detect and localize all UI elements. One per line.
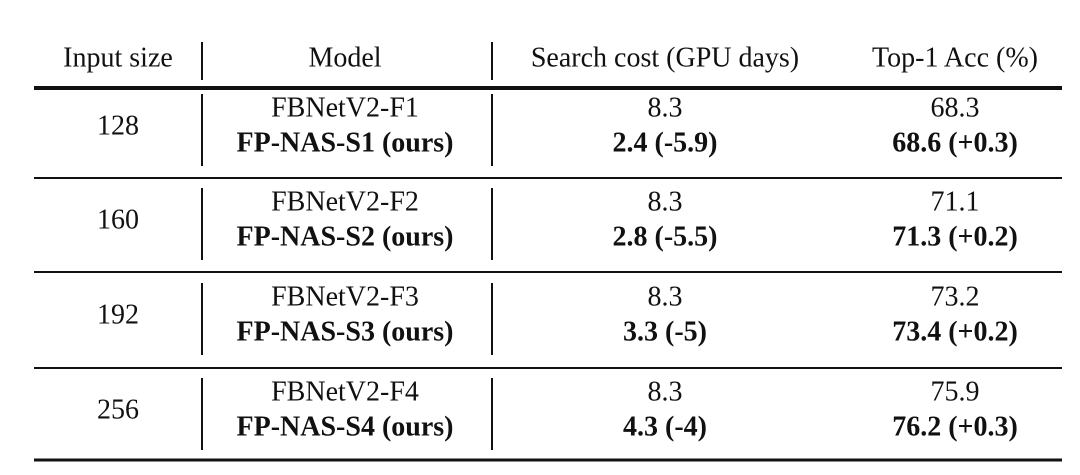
input-size: 160: [97, 204, 139, 235]
top1-acc: 71.3 (+0.2): [892, 221, 1018, 252]
model-name: FBNetV2-F3: [271, 281, 419, 312]
top1-acc: 73.4 (+0.2): [892, 316, 1018, 347]
search-cost: 8.3: [648, 186, 683, 217]
top1-acc: 71.1: [931, 186, 980, 217]
input-size: 192: [97, 299, 139, 330]
model-name: FBNetV2-F2: [271, 186, 419, 217]
header-cell: Search cost (GPU days): [531, 42, 799, 73]
model-name: FP-NAS-S3 (ours): [237, 316, 454, 347]
header-cell: Input size: [63, 42, 173, 73]
input-size: 128: [97, 110, 139, 141]
header-cell: Model: [308, 42, 381, 73]
model-name: FP-NAS-S2 (ours): [237, 221, 454, 252]
search-cost: 2.8 (-5.5): [613, 221, 718, 252]
model-name: FP-NAS-S4 (ours): [237, 411, 454, 442]
top1-acc: 68.3: [931, 92, 980, 123]
search-cost: 8.3: [648, 281, 683, 312]
search-cost: 8.3: [648, 376, 683, 407]
top1-acc: 68.6 (+0.3): [892, 127, 1018, 158]
top1-acc: 75.9: [931, 376, 980, 407]
model-name: FP-NAS-S1 (ours): [237, 127, 454, 158]
search-cost: 4.3 (-4): [623, 411, 707, 442]
search-cost: 3.3 (-5): [623, 316, 707, 347]
search-cost: 2.4 (-5.9): [613, 127, 718, 158]
top1-acc: 76.2 (+0.3): [892, 411, 1018, 442]
header-cell: Top-1 Acc (%): [872, 42, 1038, 73]
model-name: FBNetV2-F4: [271, 376, 419, 407]
input-size: 256: [97, 394, 139, 425]
model-name: FBNetV2-F1: [271, 92, 419, 123]
search-cost: 8.3: [648, 92, 683, 123]
top1-acc: 73.2: [931, 281, 980, 312]
